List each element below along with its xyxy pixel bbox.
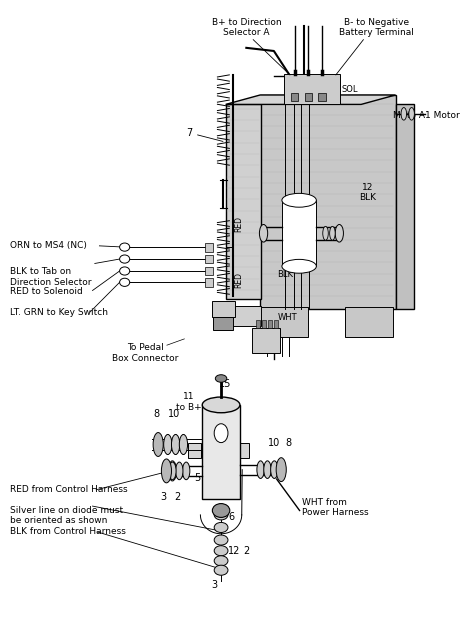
Text: ORN to MS4 (NC): ORN to MS4 (NC)	[10, 241, 87, 250]
Bar	[274, 320, 278, 328]
Bar	[205, 266, 213, 275]
Text: 3: 3	[211, 580, 217, 590]
Text: 2: 2	[243, 546, 249, 556]
Bar	[212, 301, 235, 316]
Text: B+ to Direction
Selector A: B+ to Direction Selector A	[211, 18, 281, 37]
Text: 25: 25	[260, 345, 273, 355]
Ellipse shape	[214, 510, 228, 520]
Ellipse shape	[329, 226, 335, 240]
Ellipse shape	[335, 224, 344, 242]
Text: BLK from Control Harness: BLK from Control Harness	[10, 527, 126, 536]
Text: 8: 8	[153, 410, 159, 420]
Ellipse shape	[401, 108, 407, 120]
Ellipse shape	[214, 535, 228, 545]
Bar	[268, 320, 272, 328]
Bar	[291, 93, 298, 101]
Ellipse shape	[172, 435, 180, 455]
Text: RED: RED	[234, 272, 243, 289]
Ellipse shape	[169, 462, 176, 479]
Text: B- to Negative
Battery Terminal: B- to Negative Battery Terminal	[339, 18, 414, 37]
Ellipse shape	[276, 457, 286, 481]
Bar	[205, 243, 213, 251]
Ellipse shape	[176, 462, 183, 479]
Text: 12: 12	[228, 546, 240, 556]
Text: RED from Control Harness: RED from Control Harness	[10, 485, 128, 495]
Ellipse shape	[119, 255, 130, 263]
Bar	[205, 255, 213, 263]
Text: RED to Solenoid: RED to Solenoid	[10, 287, 82, 295]
Bar	[284, 74, 339, 105]
Text: 7: 7	[186, 128, 223, 142]
Ellipse shape	[202, 397, 240, 413]
Ellipse shape	[259, 224, 268, 242]
Text: 10: 10	[268, 438, 281, 448]
Text: 10: 10	[168, 410, 180, 420]
Ellipse shape	[214, 522, 228, 532]
Bar	[202, 405, 240, 499]
Ellipse shape	[153, 433, 163, 457]
Text: LT. GRN to Key Switch: LT. GRN to Key Switch	[10, 308, 108, 317]
Ellipse shape	[215, 375, 227, 382]
Bar	[319, 93, 326, 101]
Bar	[235, 443, 249, 458]
Text: 12
BLK: 12 BLK	[359, 183, 376, 202]
Bar	[188, 443, 201, 458]
Ellipse shape	[161, 459, 172, 483]
Bar	[282, 200, 316, 266]
Bar	[213, 316, 234, 330]
Ellipse shape	[212, 503, 230, 517]
Ellipse shape	[119, 278, 130, 287]
Ellipse shape	[271, 461, 278, 478]
Text: 15: 15	[219, 379, 231, 389]
Ellipse shape	[214, 565, 228, 575]
Text: RED: RED	[234, 216, 243, 232]
Bar	[262, 320, 265, 328]
Bar	[252, 328, 280, 353]
Bar	[260, 307, 308, 337]
Ellipse shape	[164, 435, 172, 455]
Text: 2: 2	[174, 492, 180, 502]
Bar	[345, 307, 393, 337]
Text: SOL: SOL	[342, 85, 358, 94]
Text: 8: 8	[285, 438, 291, 448]
Text: To Pedal
Box Connector: To Pedal Box Connector	[112, 343, 179, 363]
Ellipse shape	[119, 243, 130, 251]
Ellipse shape	[409, 108, 414, 120]
Ellipse shape	[179, 435, 188, 455]
Bar	[226, 105, 262, 299]
Ellipse shape	[214, 556, 228, 566]
Bar	[395, 105, 414, 309]
Ellipse shape	[119, 267, 130, 275]
Polygon shape	[226, 95, 395, 105]
Bar	[205, 278, 213, 287]
Ellipse shape	[182, 462, 190, 479]
Text: BLK: BLK	[278, 270, 293, 278]
Ellipse shape	[282, 193, 316, 207]
Bar	[305, 93, 312, 101]
Bar	[226, 306, 262, 326]
Text: 6: 6	[228, 512, 234, 522]
Text: 11
to B+: 11 to B+	[176, 392, 201, 412]
Text: BLK to Tab on
Direction Selector: BLK to Tab on Direction Selector	[10, 267, 91, 287]
Ellipse shape	[282, 260, 316, 273]
Text: 5: 5	[194, 473, 201, 483]
Ellipse shape	[214, 546, 228, 556]
Ellipse shape	[257, 461, 264, 478]
Ellipse shape	[264, 461, 271, 478]
Ellipse shape	[323, 226, 328, 240]
Ellipse shape	[214, 424, 228, 443]
Text: WHT: WHT	[278, 313, 297, 322]
Text: 3: 3	[160, 492, 166, 502]
Text: M- to A1 Motor: M- to A1 Motor	[393, 111, 460, 120]
Ellipse shape	[168, 461, 176, 481]
Text: WHT from
Power Harness: WHT from Power Harness	[302, 498, 368, 517]
Text: Silver line on diode must
be oriented as shown: Silver line on diode must be oriented as…	[10, 506, 123, 525]
Bar	[260, 95, 395, 309]
Bar	[256, 320, 260, 328]
